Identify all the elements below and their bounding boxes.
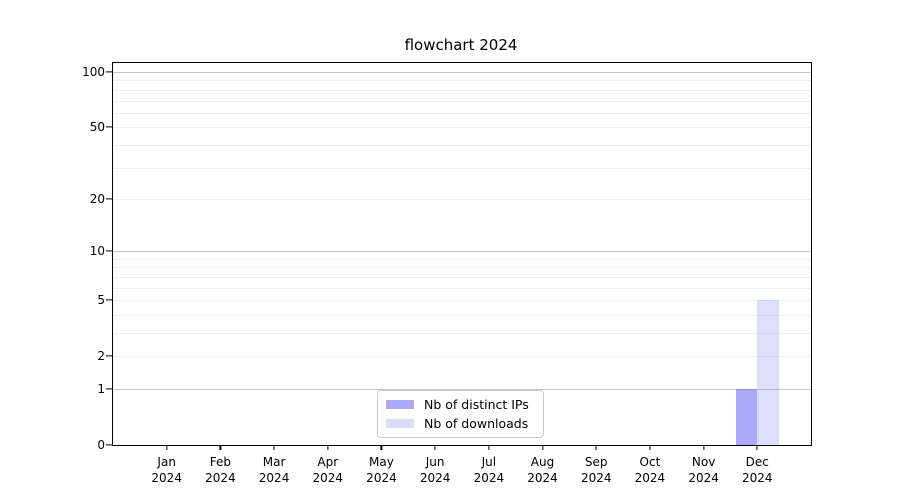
y-tick-0: [106, 444, 112, 446]
x-tick-may-2024: [380, 445, 383, 450]
y-tick-label-100: 100: [82, 65, 105, 80]
plot-area: Dec 2024 Nov 2024 Oct 2024 Sep 2024 Aug 2024…: [82, 62, 812, 485]
bar-nb-of-downloads-dec-2024: [757, 300, 779, 445]
x-tick-jan-2024: [166, 445, 168, 450]
legend-item-distinct-ips: Nb of distinct IPs: [386, 397, 535, 412]
y-gridline-minor-90: [113, 80, 811, 82]
legend-swatch-downloads: [386, 419, 414, 428]
y-tick-label-0: 0: [97, 438, 105, 452]
x-tick-sep-2024: [595, 445, 597, 450]
y-tick-50: [106, 126, 112, 128]
y-tick-5: [106, 299, 112, 301]
y-tick-1: [106, 388, 112, 390]
legend-swatch-distinct-ips: [386, 400, 414, 409]
y-gridline-minor-3: [113, 332, 811, 334]
y-tick-10: [106, 250, 112, 252]
x-tick-label-nov-2024: Nov 2024: [688, 455, 719, 485]
x-tick-label-aug-2024: Aug 2024: [527, 455, 558, 485]
x-tick-label-may-2024: May 2024: [366, 455, 397, 485]
y-tick-2: [106, 355, 112, 357]
y-tick-label-1: 1: [97, 381, 105, 396]
x-tick-label-jul-2024: Jul 2024: [473, 455, 505, 485]
y-gridline-major-1: [113, 388, 811, 390]
x-tick-label-jan-2024: Jan 2024: [151, 455, 182, 485]
x-tick-feb-2024: [219, 445, 221, 450]
x-tick-label-dec-2024: Dec 2024: [742, 455, 773, 485]
y-tick-label-2: 2: [97, 349, 105, 364]
legend-label-downloads: Nb of downloads: [424, 416, 529, 431]
y-tick-label-5: 5: [97, 293, 105, 308]
x-tick-label-feb-2024: Feb 2024: [205, 455, 236, 485]
y-tick-100: [106, 71, 112, 73]
chart-title: flowchart 2024: [404, 36, 518, 54]
bar-nb-of-distinct-ips-dec-2024: [735, 388, 758, 445]
y-gridline-minor-70: [113, 100, 811, 102]
legend-item-downloads: Nb of downloads: [386, 416, 535, 431]
y-gridline-minor-30: [113, 167, 811, 169]
x-tick-oct-2024: [649, 445, 651, 450]
y-tick-label-50: 50: [89, 120, 105, 135]
x-tick-label-jun-2024: Jun 2024: [419, 455, 451, 485]
x-tick-label-oct-2024: Oct 2024: [634, 455, 666, 485]
y-gridline-minor-60: [113, 112, 811, 114]
x-tick-mar-2024: [273, 445, 275, 450]
y-tick-label-10: 10: [89, 244, 105, 259]
y-gridline-minor-6: [113, 287, 811, 289]
y-gridline-minor-2: [113, 356, 811, 358]
legend-label-distinct-ips: Nb of distinct IPs: [424, 397, 529, 412]
y-gridline-minor-20: [113, 198, 811, 200]
x-tick-jul-2024: [488, 445, 490, 450]
x-tick-label-sep-2024: Sep 2024: [580, 455, 612, 485]
y-gridline-minor-7: [113, 276, 811, 278]
x-tick-nov-2024: [703, 445, 705, 450]
y-gridline-minor-9: [113, 258, 811, 260]
y-gridline-minor-50: [113, 127, 811, 129]
y-tick-label-20: 20: [89, 191, 105, 206]
y-gridline-minor-80: [113, 89, 811, 91]
y-gridline-major-100: [113, 72, 811, 74]
y-gridline-minor-5: [113, 300, 811, 302]
x-tick-label-mar-2024: Mar 2024: [258, 455, 290, 485]
y-tick-20: [106, 198, 112, 200]
y-gridline-major-10: [113, 251, 811, 253]
legend: Nb of distinct IPs Nb of downloads: [377, 390, 544, 438]
y-gridline-minor-40: [113, 144, 811, 146]
y-gridline-minor-8: [113, 267, 811, 269]
x-tick-jun-2024: [434, 445, 436, 450]
x-tick-apr-2024: [327, 445, 329, 450]
x-tick-aug-2024: [541, 445, 544, 450]
x-tick-dec-2024: [756, 445, 758, 450]
x-tick-label-apr-2024: Apr 2024: [312, 455, 344, 485]
y-gridline-minor-4: [113, 314, 811, 316]
